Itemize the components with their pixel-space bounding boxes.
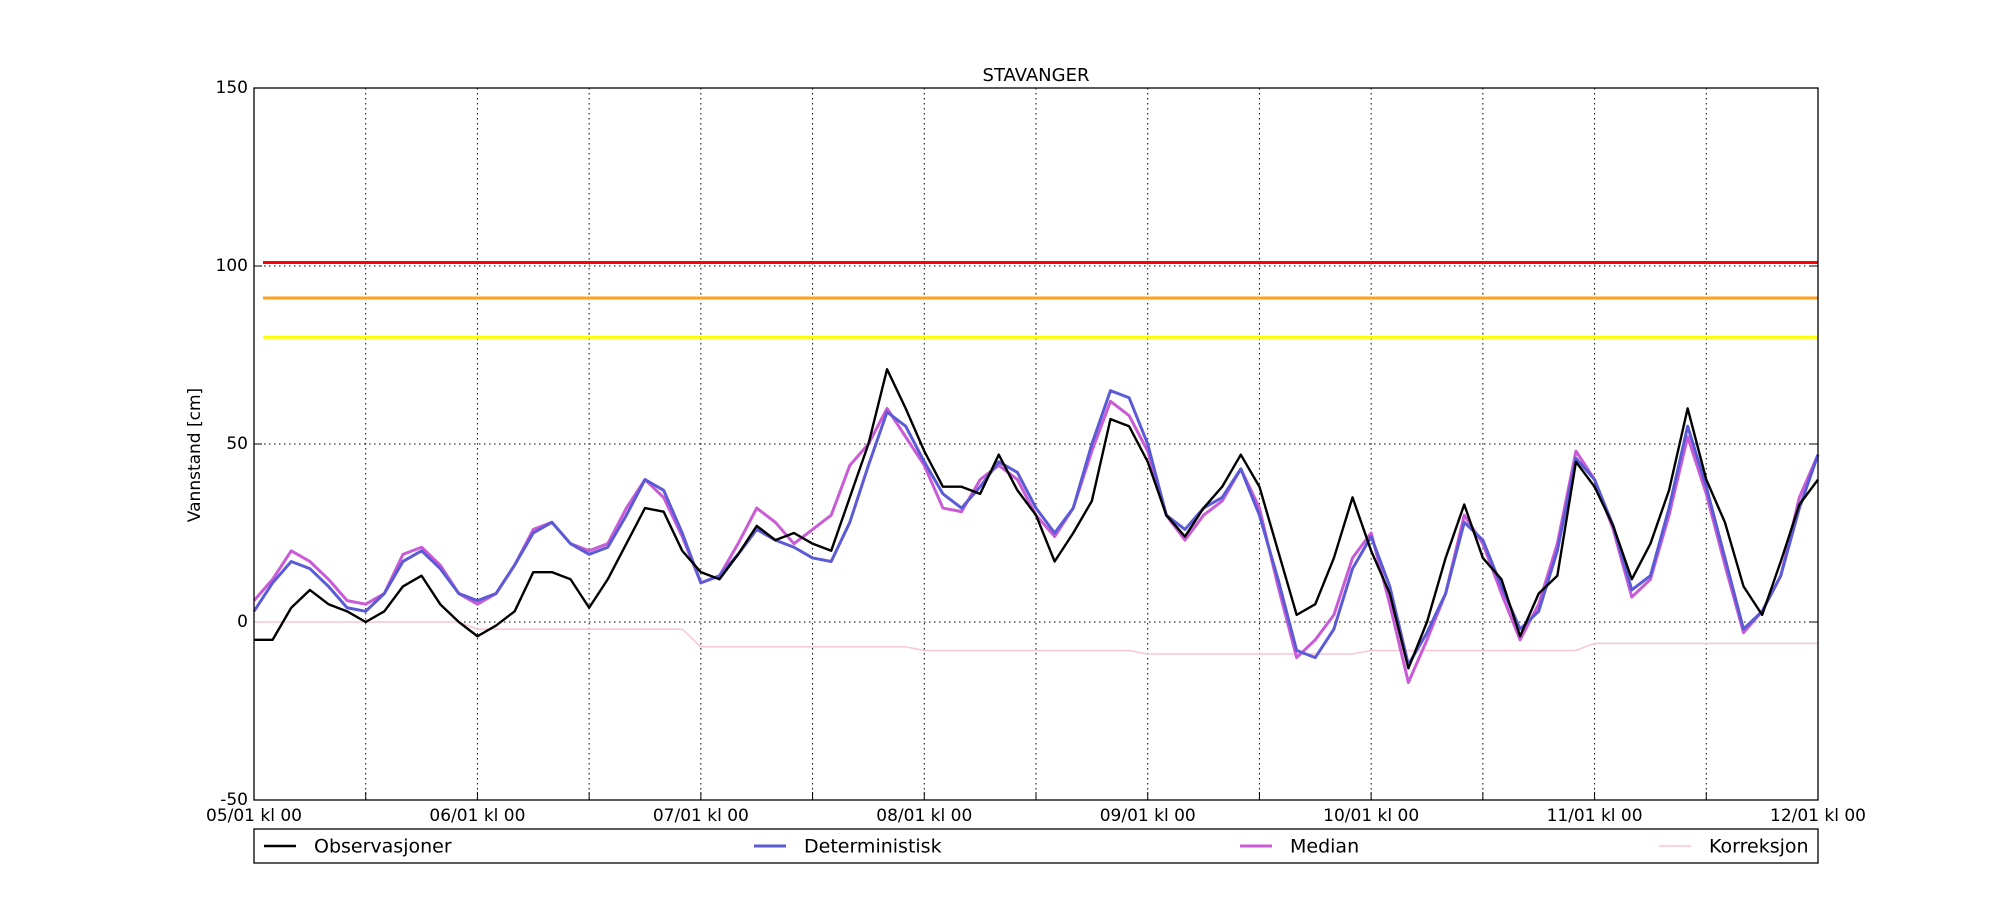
plot-frame	[253, 87, 1819, 801]
x-tick-label: 11/01 kl 00	[1547, 806, 1643, 826]
x-tick-label: 05/01 kl 00	[206, 806, 302, 826]
y-tick-label: 0	[237, 612, 248, 632]
x-tick-label: 10/01 kl 00	[1323, 806, 1419, 826]
series-line	[254, 368, 1819, 670]
legend-label: Observasjoner	[314, 836, 452, 858]
legend-label: Korreksjon	[1709, 836, 1809, 858]
legend-label: Deterministisk	[804, 836, 942, 858]
x-tick-label: 06/01 kl 00	[429, 806, 525, 826]
x-tick-label: 09/01 kl 00	[1100, 806, 1196, 826]
series-line	[252, 389, 1820, 667]
chart-title: STAVANGER	[983, 65, 1090, 86]
x-tick-label: 07/01 kl 00	[653, 806, 749, 826]
y-tick-label: 50	[226, 434, 248, 454]
y-tick-label: 150	[216, 78, 248, 98]
y-axis-label: Vannstand [cm]	[185, 388, 205, 522]
x-tick-label: 12/01 kl 00	[1770, 806, 1866, 826]
legend-label: Median	[1290, 836, 1359, 858]
legend-box	[253, 828, 1819, 864]
y-tick-label: 100	[216, 256, 248, 276]
x-tick-label: 08/01 kl 00	[876, 806, 972, 826]
series-line	[254, 621, 1818, 655]
y-tick-label: -50	[220, 790, 248, 810]
